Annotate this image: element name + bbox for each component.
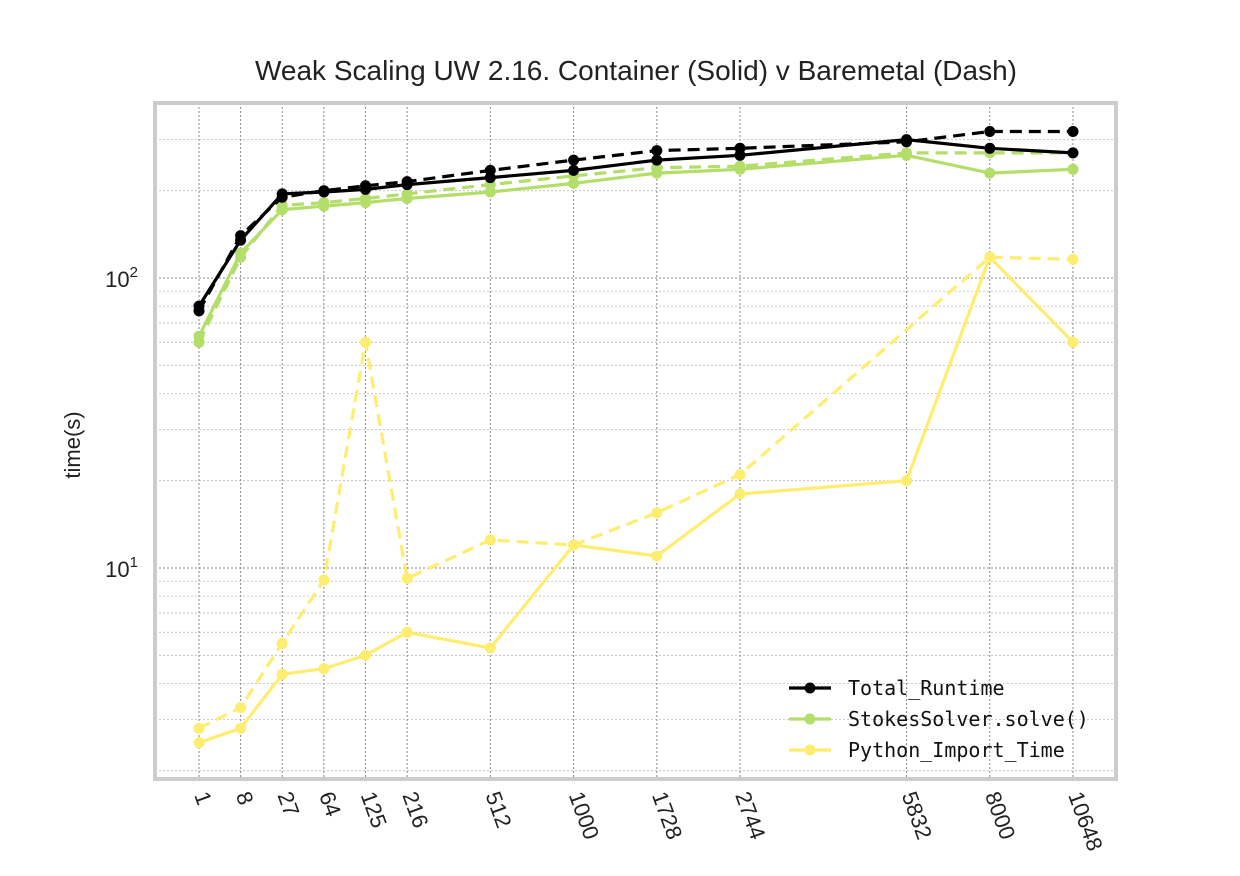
x-tick-label: 8 [231,788,259,808]
data-point [484,534,496,546]
data-point [360,649,371,661]
data-point [1067,163,1079,175]
x-tick-label: 1000 [564,788,604,843]
series-line [197,153,1074,337]
x-tick-label: 64 [314,788,346,820]
data-point [193,737,205,749]
legend-marker [804,744,816,756]
data-point [1067,336,1079,348]
y-axis-label: time(s) [60,411,85,478]
series-line [198,255,1074,730]
data-point [235,702,247,714]
data-point [734,142,746,154]
data-point [651,507,663,519]
data-point [734,469,746,481]
data-point [568,539,580,551]
series-stokessolver-solve--dash [193,147,1079,348]
data-point [401,573,413,584]
plot-frame [153,101,1118,781]
data-point [568,164,580,176]
data-point [193,305,205,317]
x-tick-label: 216 [397,788,433,831]
data-point [401,176,413,188]
data-point [651,162,663,174]
series-python-import-time-dash [193,251,1079,734]
data-point [1067,126,1079,137]
series-total-runtime-solid [193,134,1079,312]
data-point [276,637,288,649]
series-line [197,129,1073,312]
data-point [651,145,663,157]
data-point [401,188,413,200]
data-point [651,154,663,166]
series-total-runtime-dash [193,126,1079,317]
y-tick-label: 102 [105,264,138,292]
series-python-import-time-solid [193,251,1079,749]
data-point [734,488,746,500]
legend-marker [804,713,816,725]
data-point [318,663,330,675]
data-point [484,642,496,654]
data-point [901,136,912,148]
data-point [1067,147,1079,159]
x-tick-label: 5832 [897,788,937,843]
data-point [1067,253,1079,265]
data-point [984,167,996,179]
x-tick-labels: 1 8 27 64 125 216 512 1000 1728 2744 5832 8000 10648 [189,788,1107,854]
data-point [318,574,330,586]
legend-label: Python_Import_Time [848,738,1065,762]
x-tick-label: 27 [273,788,305,820]
data-point [984,251,996,263]
legend-label: StokesSolver.solve() [848,707,1089,731]
data-point [360,336,371,348]
y-tick-label: 101 [105,554,138,582]
data-point [360,180,371,192]
data-point [651,550,663,562]
data-point [484,164,496,176]
chart-title: Weak Scaling UW 2.16. Container (Solid) … [255,55,1017,86]
data-point [568,154,580,166]
data-point [193,336,205,348]
grid-major [155,103,1116,779]
data-point [318,197,330,209]
x-tick-label: 1728 [647,788,687,843]
data-point [318,185,330,197]
series-stokessolver-solve--solid [193,149,1079,342]
x-tick-label: 8000 [980,788,1020,843]
x-tick-label: 10648 [1063,788,1107,854]
data-point [276,199,288,211]
y-tick-labels: 101 102 [105,264,138,582]
data-point [360,193,371,204]
data-point [984,142,996,154]
x-tick-label: 2744 [730,788,770,843]
legend: Total_Runtime StokesSolver.solve() Python_… [789,676,1089,762]
data-point [235,722,247,734]
series-line [198,255,1075,745]
series-layer [193,126,1079,749]
grid-minor [155,103,1116,772]
x-tick-label: 512 [481,788,517,831]
data-point [984,126,996,137]
legend-marker [804,682,816,694]
x-tick-label: 1 [189,788,217,808]
data-point [734,160,746,172]
series-line [197,138,1074,307]
data-point [276,668,288,680]
data-point [235,251,247,263]
data-point [901,475,912,487]
x-tick-label: 125 [356,788,392,831]
data-point [901,147,912,159]
data-point [235,230,247,242]
data-point [401,626,413,638]
data-point [193,722,205,734]
series-line [197,151,1073,344]
legend-label: Total_Runtime [848,676,1005,700]
data-point [276,191,288,203]
